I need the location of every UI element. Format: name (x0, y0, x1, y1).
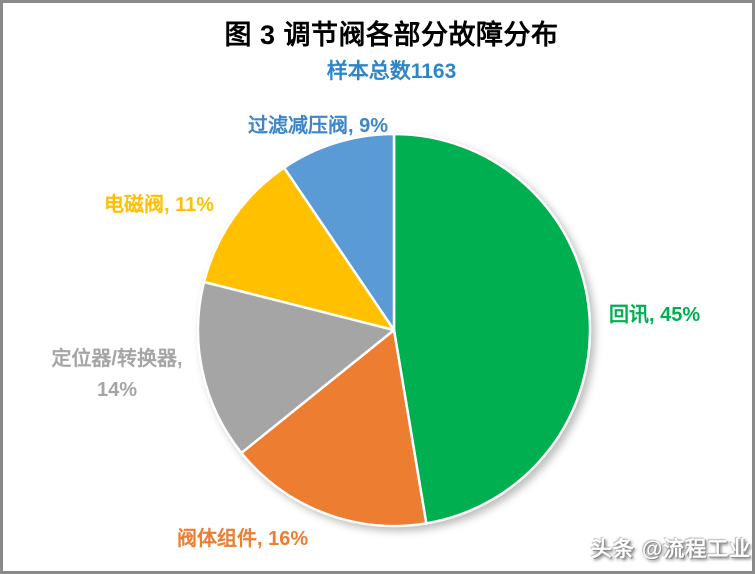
pie-slice-3 (202, 166, 396, 332)
pie-chart (184, 120, 604, 540)
slice-label-fatizujian: 阀体组件, 16% (177, 528, 309, 550)
chart-subtitle: 样本总数1163 (326, 60, 457, 83)
slice-label-dingweiqi-zhuanhuanqi: 定位器/转换器, 14% (51, 348, 183, 401)
pie-slice-2 (196, 280, 396, 455)
pie-slice-0 (392, 132, 592, 525)
slice-label-guolvjianyafa: 过滤减压阀, 9% (248, 115, 389, 137)
pie-slice-1 (240, 328, 428, 528)
slice-label-huixun: 回讯, 45% (609, 304, 701, 326)
pie-svg (196, 132, 592, 528)
chart-title: 图 3 调节阀各部分故障分布 (224, 20, 559, 50)
watermark-toutiao: 头条 @流程工业 (591, 538, 752, 561)
slice-label-diancifa: 电磁阀, 11% (104, 194, 215, 216)
pie-slice-4 (282, 132, 396, 332)
